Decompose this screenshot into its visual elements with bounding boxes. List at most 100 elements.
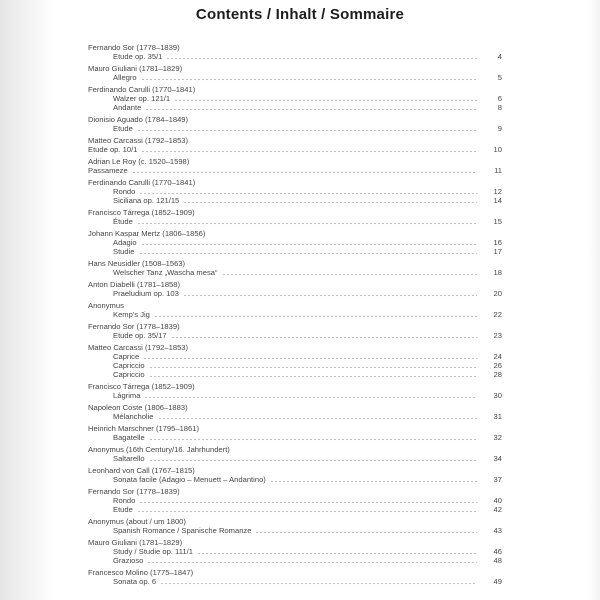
toc-entry-title: Adagio	[113, 238, 137, 248]
toc-group: Heinrich Marschner (1795–1861) Bagatelle…	[88, 424, 502, 442]
toc-entry-title: Étude	[113, 217, 133, 227]
toc-entry-title: Grazioso	[113, 556, 144, 566]
toc-entry-page-number: 12	[493, 187, 502, 197]
toc-entry-row: Walzer op. 121/1 6	[88, 94, 502, 103]
dot-leader	[183, 201, 477, 205]
dot-leader	[143, 357, 477, 361]
toc-composer-name: Francisco Tárrega (1852–1909)	[88, 208, 195, 218]
toc-composer-name: Anonymus (about / um 1800)	[88, 517, 186, 527]
toc-group: Dionisio Aguado (1784–1849) Etude 9	[88, 115, 502, 133]
toc-list: Fernando Sor (1778–1839) Etude op. 35/1 …	[88, 43, 502, 589]
toc-entry-title: Andante	[113, 103, 142, 113]
dot-leader	[141, 150, 477, 154]
toc-entry-row: Siciliana op. 121/15 14	[88, 196, 502, 205]
toc-group: Anonymus (about / um 1800) Spanish Roman…	[88, 517, 502, 535]
toc-entry-page-number: 23	[493, 331, 502, 341]
toc-entry-title: Caprice	[113, 352, 140, 362]
toc-group: Ferdinando Carulli (1770–1841) Walzer op…	[88, 85, 502, 112]
toc-entry-page-number: 37	[493, 475, 502, 485]
toc-group: Mauro Giuliani (1781–1829) Allegro 5	[88, 64, 502, 82]
toc-entry-title: Welscher Tanz „Wascha mesa“	[113, 268, 218, 278]
toc-composer-name: Dionisio Aguado (1784–1849)	[88, 115, 189, 125]
toc-entry-page-number: 5	[497, 73, 502, 83]
dot-leader	[139, 192, 477, 195]
toc-composer-name: Napoleon Coste (1806–1883)	[88, 403, 188, 413]
toc-entry-row: Etude op. 35/17 23	[88, 331, 502, 340]
toc-entry-page-number: 31	[493, 412, 502, 422]
toc-composer-name: Fernando Sor (1778–1839)	[88, 322, 180, 332]
toc-composer-name: Mauro Giuliani (1781–1829)	[88, 538, 183, 548]
toc-composer-name: Matteo Carcassi (1792–1853)	[88, 136, 189, 146]
toc-entry-row: Capriccio 28	[88, 370, 502, 379]
toc-entry-page-number: 34	[493, 454, 502, 464]
toc-entry-title: Passameze	[88, 166, 128, 176]
toc-entry-row: Capriccio 26	[88, 361, 502, 370]
toc-entry-title: Etude op. 10/1	[88, 145, 138, 155]
toc-composer-name: Fernando Sor (1778–1839)	[88, 43, 180, 52]
toc-entry-row: Etude op. 10/1 10	[88, 145, 502, 154]
toc-entry-page-number: 28	[493, 370, 502, 380]
toc-composer-name: Anton Diabelli (1781–1858)	[88, 280, 181, 290]
toc-entry-row: Grazioso 48	[88, 556, 502, 565]
dot-leader	[153, 315, 477, 319]
toc-entry-row: Studie 17	[88, 247, 502, 256]
toc-entry-title: Etude	[113, 505, 133, 515]
toc-entry-row: Praeludium op. 103 20	[88, 289, 502, 298]
toc-group: Francisco Tárrega (1852–1909) Étude 15	[88, 208, 502, 226]
toc-group: Fernando Sor (1778–1839) Etude op. 35/17…	[88, 322, 502, 340]
toc-entry-page-number: 20	[493, 289, 502, 299]
toc-entry-title: Bagatelle	[113, 433, 145, 443]
dot-leader	[148, 459, 477, 463]
toc-entry-row: Allegro 5	[88, 73, 502, 82]
toc-group: Napoleon Coste (1806–1883) Mélancholie 3…	[88, 403, 502, 421]
toc-group: Leonhard von Call (1767–1815) Sonata fac…	[88, 466, 502, 484]
toc-composer-name: Fernando Sor (1778–1839)	[88, 487, 180, 497]
toc-entry-title: Rondo	[113, 187, 136, 197]
toc-entry-title: Siciliana op. 121/15	[113, 196, 180, 206]
toc-group: Johann Kaspar Mertz (1806–1856) Adagio 1…	[88, 229, 502, 256]
toc-entry-row: Mélancholie 31	[88, 412, 502, 421]
toc-entry-row: Passameze 11	[88, 166, 502, 175]
toc-group: Francisco Tárrega (1852–1909) Lágrima 30	[88, 382, 502, 400]
toc-composer-name: Mauro Giuliani (1781–1829)	[88, 63, 183, 73]
toc-entry-page-number: 40	[493, 496, 502, 506]
toc-group: Ferdinando Carulli (1770–1841) Rondo 12 …	[88, 178, 502, 205]
toc-entry-row: Rondo 12	[88, 187, 502, 196]
toc-entry-page-number: 9	[497, 124, 502, 134]
toc-entry-title: Sonata op. 6	[113, 577, 157, 587]
toc-entry-row: Bagatelle 32	[88, 433, 502, 442]
toc-entry-title: Study / Studie op. 111/1	[113, 547, 193, 557]
toc-entry-row: Etude 9	[88, 124, 502, 133]
toc-entry-page-number: 48	[493, 556, 502, 566]
toc-group: Anonymus (16th Century/16. Jahrhundert) …	[88, 445, 502, 463]
toc-composer-name: Heinrich Marschner (1795–1861)	[88, 424, 200, 434]
toc-entry-title: Rondo	[113, 496, 136, 506]
toc-composer-name: Matteo Carcassi (1792–1853)	[88, 343, 189, 353]
toc-entry-title: Etude op. 35/17	[113, 331, 167, 341]
toc-entry-page-number: 46	[493, 547, 502, 557]
toc-entry-row: Rondo 40	[88, 496, 502, 505]
toc-group: Adrian Le Roy (c. 1520–1598) Passameze 1…	[88, 157, 502, 175]
dot-leader	[139, 501, 477, 505]
toc-entry-title: Mélancholie	[113, 412, 154, 422]
toc-entry-title: Capriccio	[113, 370, 145, 380]
toc-entry-page-number: 15	[493, 217, 502, 227]
dot-leader	[170, 336, 477, 340]
toc-entry-row: Study / Studie op. 111/1 46	[88, 547, 502, 556]
toc-entry-row: Andante 8	[88, 103, 502, 112]
toc-entry-row: Étude 15	[88, 217, 502, 226]
dot-leader	[147, 561, 477, 565]
dot-leader	[196, 552, 477, 556]
toc-group: Matteo Carcassi (1792–1853) Caprice 24 C…	[88, 343, 502, 379]
toc-entry-row: Sonata op. 6 49	[88, 577, 502, 586]
toc-entry-row: Caprice 24	[88, 352, 502, 361]
toc-entry-row: Welscher Tanz „Wascha mesa“ 18	[88, 268, 502, 277]
dot-leader	[157, 417, 477, 421]
dot-leader	[221, 273, 477, 277]
dot-leader	[144, 396, 477, 400]
toc-entry-page-number: 8	[497, 103, 502, 113]
dot-leader	[269, 480, 477, 484]
toc-entry-row: Spanish Romance / Spanische Romanze 43	[88, 526, 502, 535]
toc-group: Fernando Sor (1778–1839) Etude op. 35/1 …	[88, 43, 502, 61]
toc-entry-row: Kemp's Jig 22	[88, 310, 502, 319]
